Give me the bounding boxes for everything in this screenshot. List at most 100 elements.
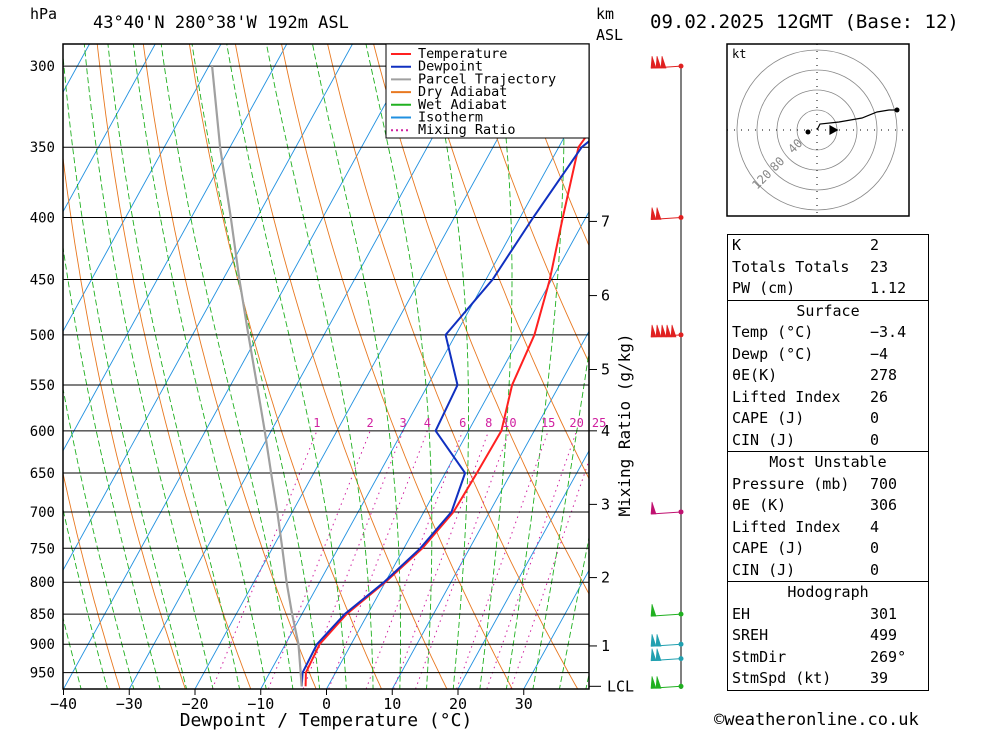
mu-row: CAPE (J) 0 — [728, 538, 928, 560]
hodograph-section: Hodograph EH 301 SREH 499 StmDir 269° StmSp… — [728, 581, 928, 690]
pressure-tick-label: 500 — [30, 328, 55, 344]
copyright-link[interactable]: ©weatheronline.co.uk — [714, 710, 919, 730]
index-value: 0 — [870, 560, 880, 579]
parcel-trajectory-line — [211, 65, 303, 687]
index-value: 2 — [870, 236, 880, 254]
most-unstable-section: Most Unstable Pressure (mb) 700 θE (K) 306… — [728, 451, 928, 581]
background-lines — [63, 30, 1000, 726]
hodo-row: SREH 499 — [728, 625, 928, 647]
x-tick-label: −20 — [181, 695, 208, 713]
x-tick-label: −40 — [50, 695, 77, 713]
index-label: PW (cm) — [732, 279, 796, 297]
mixing-ratio-line — [456, 430, 549, 689]
isotherm-line — [391, 330, 589, 689]
index-label: CAPE (J) — [732, 409, 805, 427]
index-label: θE (K) — [732, 496, 787, 514]
x-tick-label: 30 — [515, 695, 533, 713]
dry-adiabat-line — [188, 44, 382, 689]
dry-adiabat-line — [511, 44, 589, 247]
dry-adiabat-line — [142, 44, 317, 689]
wet-adiabat-line — [63, 386, 135, 689]
wet-adiabat-line — [132, 44, 267, 689]
mu-row: θE (K) 306 — [728, 495, 928, 517]
wind-barb-flag — [650, 207, 657, 220]
data-series — [211, 65, 589, 687]
x-tick-label: 10 — [383, 695, 401, 713]
wet-adiabat-line — [532, 348, 589, 689]
index-label: CIN (J) — [732, 430, 796, 449]
dry-adiabat-line — [234, 44, 448, 689]
index-value: −3.4 — [870, 323, 907, 341]
wind-barb-flag — [650, 634, 657, 647]
wind-barb-flag — [670, 324, 677, 338]
dry-adiabat-line — [327, 44, 579, 689]
hodograph-start-marker — [805, 129, 811, 135]
index-label: Lifted Index — [732, 387, 841, 406]
legend-box — [385, 43, 590, 139]
lcl-label: LCL — [607, 677, 634, 695]
legend-label: Mixing Ratio — [418, 122, 516, 138]
datetime-label: 09.02.2025 12GMT (Base: 12) — [650, 11, 959, 33]
surface-row: Dewp (°C) −4 — [728, 344, 928, 366]
mixing-ratio-tick-label: 25 — [592, 416, 606, 430]
index-label: CIN (J) — [732, 560, 796, 579]
surface-row: Temp (°C) −3.4 — [728, 322, 928, 344]
km-tick-label: 7 — [601, 212, 610, 230]
hodograph-end-marker — [894, 107, 900, 113]
mixing-ratio-tick-label: 6 — [459, 416, 466, 430]
most-unstable-title: Most Unstable — [769, 453, 887, 471]
isotherm-line — [63, 44, 354, 572]
pressure-tick-label: 950 — [30, 666, 55, 682]
wind-profile — [650, 56, 684, 689]
hodograph-title: Hodograph — [787, 583, 869, 601]
mixing-ratio-line — [302, 430, 404, 689]
pressure-tick-label: 900 — [30, 637, 55, 653]
mixing-ratio-line — [486, 430, 578, 689]
index-value: 26 — [870, 387, 889, 406]
km-tick-label: 2 — [601, 569, 610, 587]
wind-barb-flag — [660, 56, 667, 69]
index-value: 39 — [870, 669, 889, 687]
dry-adiabat-line — [918, 30, 1000, 726]
isotherm-line — [63, 44, 222, 333]
wind-barb-flag — [655, 634, 662, 647]
pressure-unit-label: hPa — [30, 5, 57, 23]
km-tick-label: 6 — [601, 287, 610, 305]
dewpoint-line — [300, 140, 589, 687]
surface-row: θE(K) 278 — [728, 365, 928, 387]
wet-adiabat-line — [63, 51, 187, 689]
pressure-tick-label: 700 — [30, 505, 55, 521]
km-tick-label: 1 — [601, 637, 610, 655]
mixing-ratio-tick-label: 10 — [502, 416, 516, 430]
index-value: 0 — [870, 409, 880, 427]
legend-label: Dewpoint — [418, 59, 483, 75]
mixing-ratio-tick-label: 1 — [313, 416, 320, 430]
isotherm-line — [523, 569, 589, 689]
index-value: 4 — [870, 517, 880, 536]
index-value: 301 — [870, 604, 898, 623]
wet-adiabat-line — [365, 44, 433, 689]
wet-adiabat-line — [505, 44, 565, 689]
index-label: StmSpd (kt) — [732, 669, 832, 687]
surface-row: CIN (J) 0 — [728, 430, 928, 452]
height-unit-label: km — [596, 5, 614, 23]
pressure-tick-label: 300 — [30, 59, 55, 75]
isotherm-line — [63, 44, 156, 213]
isotherm-line — [457, 449, 589, 689]
wind-barb-flag — [650, 648, 657, 661]
hodo-row: StmDir 269° — [728, 647, 928, 669]
wet-adiabat-line — [479, 44, 513, 689]
dry-adiabat-line — [419, 44, 589, 480]
mixing-ratio-axis-title: Mixing Ratio (g/kg) — [615, 333, 634, 516]
km-tick-label: 4 — [601, 422, 610, 440]
index-value: 700 — [870, 474, 898, 493]
hodograph-ring — [736, 49, 898, 211]
index-label: Totals Totals — [732, 257, 850, 276]
km-tick-label: 3 — [601, 495, 610, 513]
index-value: 278 — [870, 366, 898, 384]
index-label: Pressure (mb) — [732, 474, 850, 493]
location-label: 43°40'N 280°38'W 192m ASL — [93, 13, 349, 33]
